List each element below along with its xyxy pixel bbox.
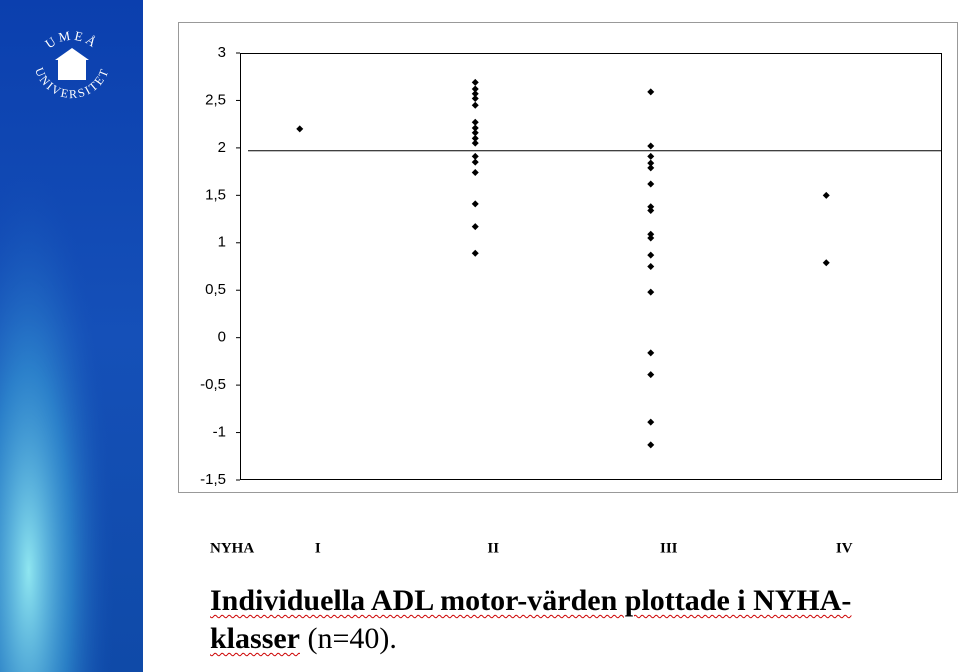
- y-tick-label: 1,5: [205, 186, 226, 203]
- chart-frame: [178, 22, 958, 493]
- point: [647, 203, 655, 211]
- point: [647, 371, 655, 379]
- y-tick-label: 2,5: [205, 91, 226, 108]
- point: [647, 441, 655, 449]
- point: [471, 101, 479, 109]
- point: [647, 234, 655, 242]
- x-tick-label: I: [315, 540, 321, 556]
- y-tick-label: -0,5: [200, 376, 226, 393]
- point: [471, 118, 479, 126]
- point: [471, 249, 479, 257]
- point: [471, 223, 479, 231]
- point: [471, 85, 479, 93]
- point: [647, 159, 655, 167]
- point: [647, 251, 655, 259]
- point: [471, 134, 479, 142]
- point: [647, 164, 655, 172]
- point: [647, 349, 655, 357]
- plot-area: [240, 53, 942, 480]
- y-tick-label: -1,5: [200, 471, 226, 488]
- y-tick-label: 3: [218, 44, 226, 61]
- y-tick-label: 2: [218, 139, 226, 156]
- point: [822, 259, 830, 267]
- y-tick-label: -1: [213, 424, 226, 441]
- point: [647, 230, 655, 238]
- point: [471, 139, 479, 147]
- point: [471, 78, 479, 86]
- point: [471, 200, 479, 208]
- x-axis-label: NYHA: [210, 540, 254, 556]
- x-tick-label: IV: [836, 540, 853, 556]
- point: [471, 124, 479, 132]
- x-tick-label: III: [660, 540, 678, 556]
- point: [471, 158, 479, 166]
- point: [471, 169, 479, 177]
- x-tick-label: II: [487, 540, 499, 556]
- point: [647, 207, 655, 215]
- caption-title: Individuella ADL motor-värden plottade i…: [210, 584, 852, 655]
- point: [471, 90, 479, 98]
- point: [647, 288, 655, 296]
- point: [647, 180, 655, 188]
- point: [647, 418, 655, 426]
- point: [647, 142, 655, 150]
- y-tick-label: 1: [218, 234, 226, 251]
- side-band: UMEÅ UNIVERSITET: [0, 0, 143, 672]
- point: [647, 88, 655, 96]
- point: [647, 152, 655, 160]
- caption-note: (n=40).: [307, 622, 397, 655]
- y-tick-label: 0: [218, 329, 226, 346]
- point: [822, 191, 830, 199]
- point: [471, 129, 479, 137]
- point: [647, 263, 655, 270]
- y-tick-label: 0,5: [205, 281, 226, 298]
- caption: Individuella ADL motor-värden plottade i…: [210, 582, 890, 658]
- point: [471, 95, 479, 103]
- point: [471, 152, 479, 160]
- point: [296, 125, 304, 133]
